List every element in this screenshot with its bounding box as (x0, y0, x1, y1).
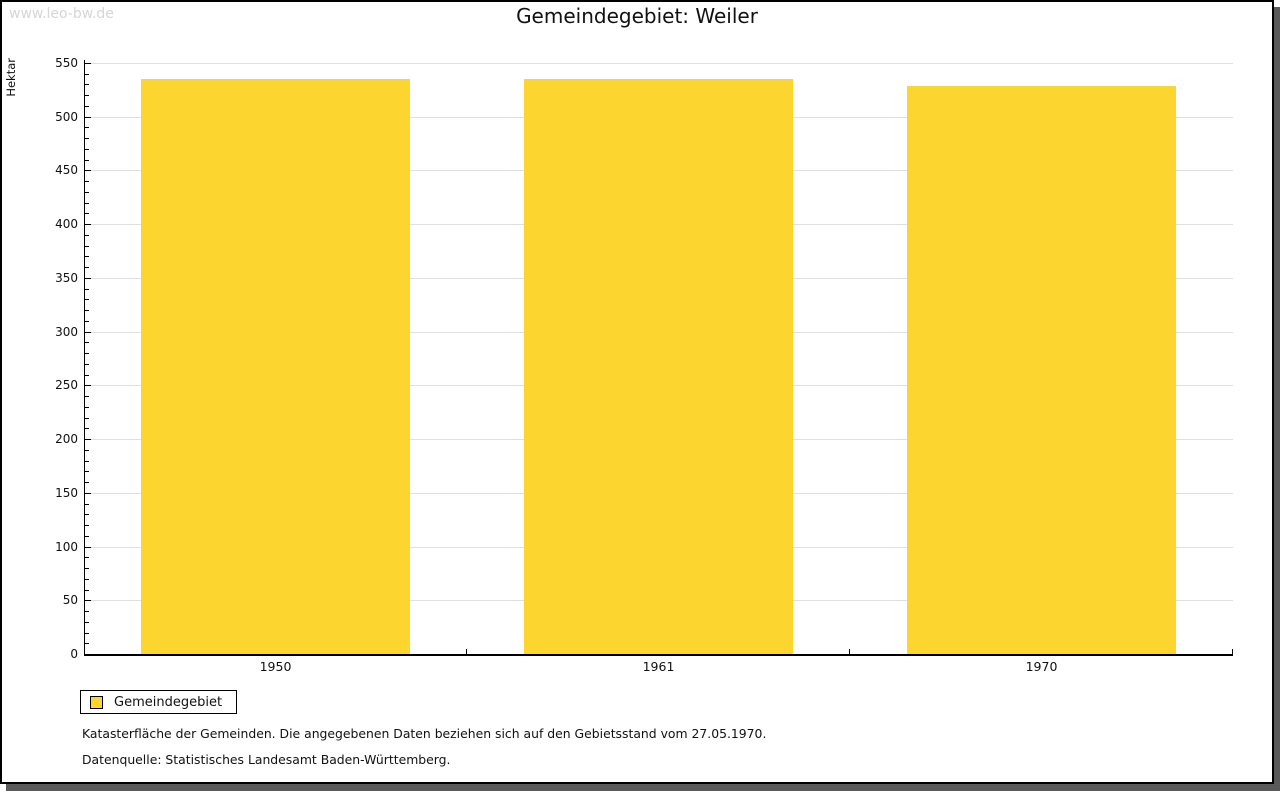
y-tick (85, 568, 89, 570)
x-boundary-tick (849, 649, 850, 654)
y-tick (85, 320, 89, 322)
y-tick-label: 250 (55, 378, 78, 393)
y-tick (85, 288, 89, 290)
x-boundary-tick (1232, 649, 1233, 654)
y-tick (85, 632, 89, 634)
y-tick (85, 353, 89, 355)
y-tick (85, 95, 89, 97)
y-tick (85, 84, 89, 86)
y-tick (85, 621, 89, 623)
y-tick (85, 127, 89, 129)
y-tick-label: 50 (62, 593, 78, 608)
x-boundary-tick (466, 649, 467, 654)
y-tick (85, 525, 89, 527)
legend-label: Gemeindegebiet (114, 694, 223, 710)
y-tick (85, 439, 91, 441)
y-tick (85, 385, 91, 387)
y-axis-line (84, 60, 85, 656)
y-tick (85, 245, 89, 247)
y-tick (85, 202, 89, 204)
y-tick-label: 200 (55, 432, 78, 447)
x-tick-label: 1970 (1025, 659, 1058, 674)
y-tick (85, 503, 89, 505)
y-tick (85, 449, 89, 451)
y-tick (85, 138, 89, 140)
y-tick (85, 514, 89, 516)
chart-title: Gemeindegebiet: Weiler (516, 4, 758, 28)
y-tick (85, 535, 89, 537)
y-tick-label: 0 (70, 647, 78, 661)
legend: Gemeindegebiet (80, 690, 238, 714)
y-tick (85, 611, 89, 613)
x-axis-line (84, 654, 1233, 656)
y-tick (85, 600, 91, 602)
y-tick (85, 578, 89, 580)
y-tick-label: 100 (55, 539, 78, 554)
y-tick (85, 181, 89, 183)
y-tick (85, 159, 89, 161)
y-tick (85, 557, 89, 559)
y-tick (85, 234, 89, 236)
y-tick (85, 342, 89, 344)
y-tick (85, 170, 91, 172)
y-tick (85, 116, 91, 118)
legend-swatch-gemeindegebiet (90, 695, 103, 709)
y-tick (85, 589, 89, 591)
y-tick (85, 267, 89, 269)
y-tick (85, 73, 89, 75)
y-tick (85, 299, 89, 301)
footnote-datenquelle: Datenquelle: Statistisches Landesamt Bad… (82, 752, 451, 767)
y-tick (85, 63, 91, 64)
y-tick (85, 224, 91, 226)
y-tick (85, 396, 89, 398)
y-tick (85, 331, 91, 333)
bar-1970 (907, 85, 1176, 654)
y-tick (85, 310, 89, 312)
y-tick (85, 417, 89, 419)
y-tick-label: 450 (55, 163, 78, 178)
y-tick (85, 213, 89, 215)
y-gridline (84, 63, 1233, 64)
y-tick (85, 428, 89, 430)
x-tick-label: 1950 (259, 659, 292, 674)
y-tick (85, 363, 89, 365)
y-tick-label: 300 (55, 324, 78, 339)
y-tick (85, 643, 89, 645)
y-tick (85, 374, 89, 376)
y-tick (85, 148, 89, 150)
y-tick (85, 256, 89, 258)
watermark: www.leo-bw.de (9, 6, 114, 22)
y-tick-label: 350 (55, 270, 78, 285)
footnote-gebietsstand: Katasterfläche der Gemeinden. Die angege… (82, 726, 767, 741)
bar-1961 (524, 79, 793, 654)
y-tick (85, 105, 89, 107)
y-tick (85, 460, 89, 462)
bar-1950 (141, 79, 410, 654)
y-tick (85, 471, 89, 473)
y-tick (85, 277, 91, 279)
x-tick-label: 1961 (642, 659, 675, 674)
y-tick (85, 191, 89, 193)
y-tick-label: 500 (55, 109, 78, 124)
y-tick-label: 400 (55, 217, 78, 232)
y-tick (85, 406, 89, 408)
y-tick-label: 550 (55, 56, 78, 70)
y-tick (85, 492, 91, 494)
y-tick (85, 482, 89, 484)
y-tick (85, 546, 91, 548)
y-tick-label: 150 (55, 485, 78, 500)
